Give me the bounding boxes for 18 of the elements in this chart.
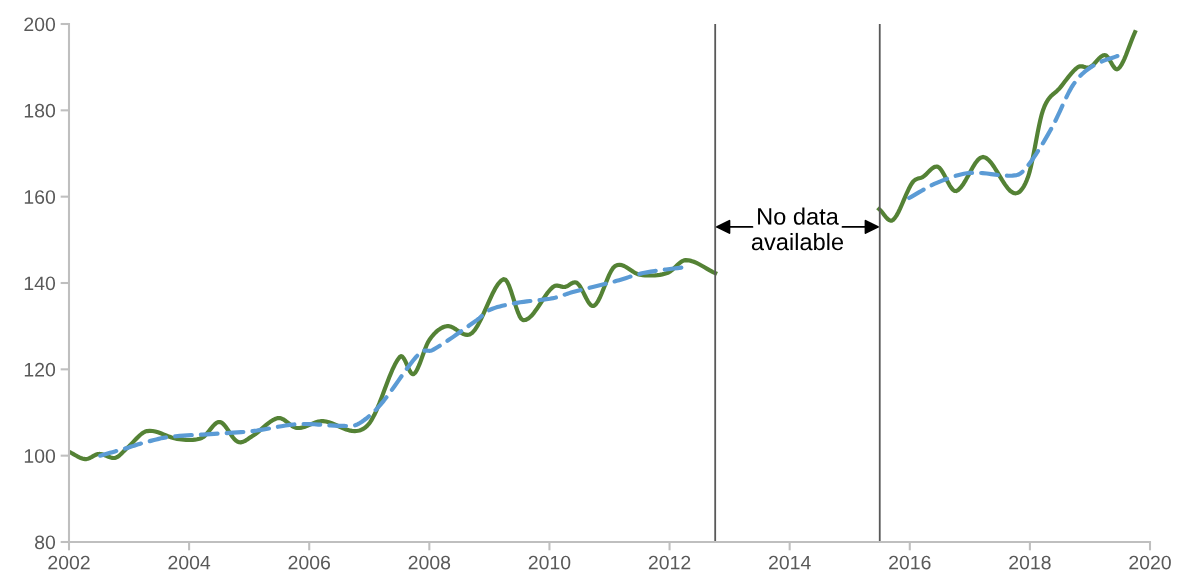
y-tick-label: 120 xyxy=(24,362,56,377)
x-tick-label: 2004 xyxy=(168,555,211,570)
y-tick-label: 140 xyxy=(24,276,56,291)
x-tick-label: 2002 xyxy=(48,555,90,570)
x-tick-label: 2014 xyxy=(769,555,811,570)
annotation: No data available xyxy=(751,207,844,251)
x-tick-label: 2006 xyxy=(288,555,330,570)
y-tick-label: 160 xyxy=(24,190,56,204)
x-tick-label: 2010 xyxy=(528,555,571,570)
y-tick-label: 100 xyxy=(24,449,56,463)
x-tick-label: 2018 xyxy=(1009,555,1051,570)
y-tick-label: 180 xyxy=(24,103,56,118)
y-tick-label: 200 xyxy=(24,17,56,32)
x-tick-label: 2012 xyxy=(648,555,691,570)
x-tick-label: 2008 xyxy=(408,555,451,570)
x-tick-label: 2020 xyxy=(1129,555,1171,570)
x-tick-label: 2016 xyxy=(889,555,931,570)
y-tick-label: 80 xyxy=(35,535,56,550)
